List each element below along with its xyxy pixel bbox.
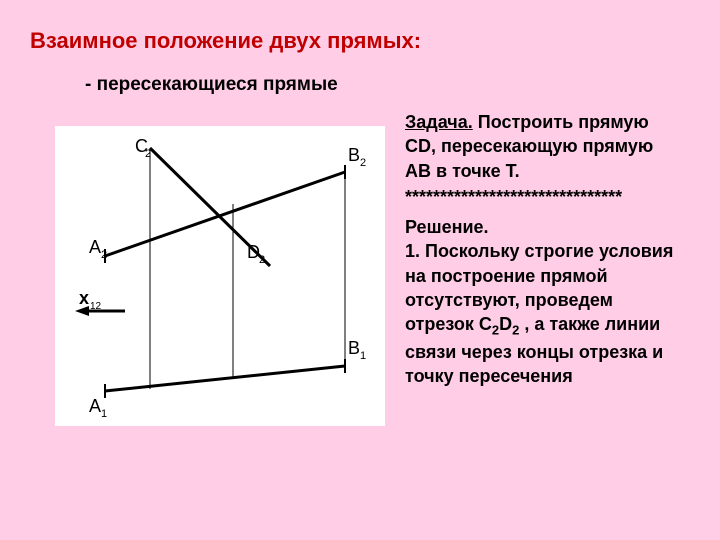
task-paragraph: Задача. Построить прямую CD, пересекающу… <box>405 110 684 183</box>
solution-text-mid: D <box>499 314 512 334</box>
text-column: Задача. Построить прямую CD, пересекающу… <box>405 106 690 426</box>
svg-text:2: 2 <box>360 157 366 169</box>
svg-text:1: 1 <box>101 408 107 420</box>
svg-text:2: 2 <box>145 148 151 160</box>
separator-line: ******************************* <box>405 185 684 209</box>
page-title: Взаимное положение двух прямых: <box>30 28 690 54</box>
svg-text:2: 2 <box>101 249 107 261</box>
svg-text:x: x <box>79 288 89 308</box>
svg-text:B: B <box>348 145 360 165</box>
solution-paragraph: Решение. 1. Поскольку строгие условия на… <box>405 215 684 388</box>
geometry-diagram: C 2 B 2 A 2 D 2 x 12 A 1 B 1 <box>55 126 385 426</box>
content-row: C 2 B 2 A 2 D 2 x 12 A 1 B 1 Задача. Пос… <box>30 106 690 426</box>
svg-text:1: 1 <box>360 350 366 362</box>
task-label: Задача. <box>405 112 473 132</box>
svg-text:2: 2 <box>259 254 265 266</box>
page-subtitle: - пересекающиеся прямые <box>85 74 690 96</box>
solution-label: Решение. <box>405 217 489 237</box>
svg-text:12: 12 <box>90 301 102 312</box>
svg-text:A: A <box>89 396 101 416</box>
svg-text:B: B <box>348 338 360 358</box>
svg-text:A: A <box>89 237 101 257</box>
